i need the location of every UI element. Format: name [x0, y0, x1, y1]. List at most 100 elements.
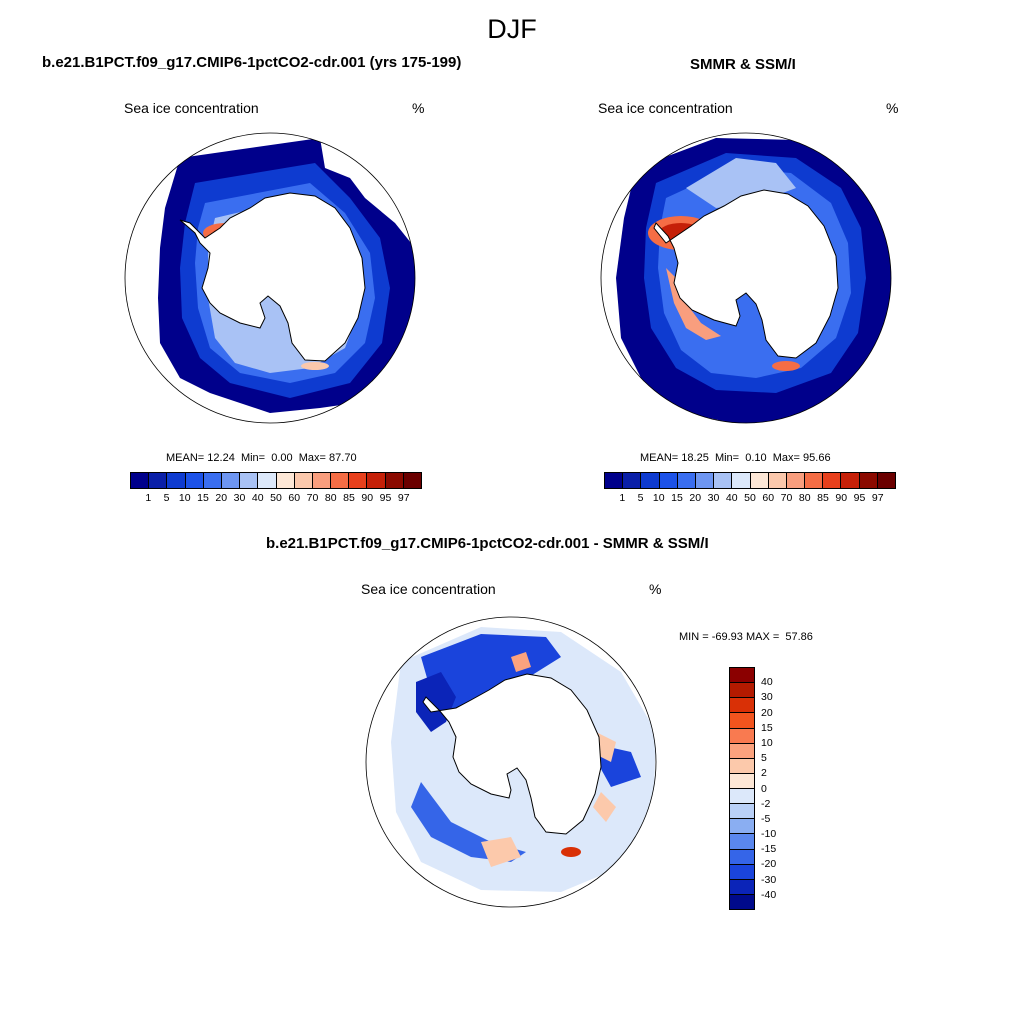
colorbar-swatch [730, 789, 754, 805]
max-label: Max= [298, 452, 326, 464]
colorbar-swatch [403, 473, 421, 488]
colorbar-swatch [730, 713, 754, 729]
panel-1-title: b.e21.B1PCT.f09_g17.CMIP6-1pctCO2-cdr.00… [42, 54, 462, 71]
colorbar-tick-label: 80 [324, 492, 337, 504]
colorbar-tick-label: 90 [361, 492, 374, 504]
min-value: 0.10 [745, 452, 767, 464]
panel-1-units-label: % [412, 100, 425, 116]
colorbar-swatch [823, 473, 842, 488]
diff-panel-minmax: MIN = -69.93 MAX = 57.86 [679, 631, 813, 643]
panel-2-stats: MEAN= 18.25 Min= 0.10 Max= 95.66 [640, 452, 831, 464]
panel-1-variable-label: Sea ice concentration [124, 100, 259, 116]
panel-2-title: SMMR & SSM/I [690, 56, 796, 73]
colorbar-tick-label: 40 [725, 492, 738, 504]
colorbar-tick-label: 1 [145, 492, 152, 504]
colorbar-swatch [203, 473, 222, 488]
colorbar-tick-label: 95 [853, 492, 866, 504]
colorbar-tick-label: -10 [761, 828, 777, 841]
colorbar-tick-label: 40 [251, 492, 264, 504]
panel-2-colorbar-ticks: 1 5 10 15 20 30 40 50 60 70 80 85 90 95 97 [604, 492, 896, 506]
panel-2-units-label: % [886, 100, 899, 116]
colorbar-tick-label: 30 [707, 492, 720, 504]
colorbar-swatch [258, 473, 277, 488]
colorbar-tick-label: -20 [761, 858, 777, 871]
colorbar-swatch [276, 473, 295, 488]
colorbar-swatch [185, 473, 204, 488]
colorbar-tick-label: 60 [288, 492, 301, 504]
colorbar-tick-label: 15 [671, 492, 683, 504]
colorbar-tick-label: 0 [761, 782, 767, 795]
colorbar-swatch [641, 473, 660, 488]
colorbar-tick-label: -5 [761, 812, 771, 825]
colorbar-swatch [149, 473, 168, 488]
colorbar-tick-label: 2 [761, 767, 767, 780]
mean-value: 18.25 [681, 452, 709, 464]
colorbar-tick-label: 5 [761, 752, 767, 765]
colorbar-swatch [294, 473, 313, 488]
colorbar-tick-label: 50 [270, 492, 282, 504]
diff-colorbar [729, 667, 755, 910]
figure-title: DJF [487, 14, 537, 44]
antarctica-continent [422, 673, 602, 835]
colorbar-tick-label: -2 [761, 797, 771, 810]
colorbar-tick-label: 5 [637, 492, 644, 504]
colorbar-tick-label: 95 [379, 492, 392, 504]
mean-value: 12.24 [207, 452, 235, 464]
mean-label: MEAN= [166, 452, 205, 464]
max-value: 87.70 [329, 452, 357, 464]
colorbar-swatch [730, 758, 754, 774]
colorbar-tick-label: 70 [780, 492, 793, 504]
colorbar-tick-label: 30 [233, 492, 246, 504]
colorbar-swatch [367, 473, 386, 488]
antarctica-continent [179, 192, 366, 362]
colorbar-tick-label: 20 [761, 706, 773, 719]
colorbar-swatch [805, 473, 824, 488]
colorbar-swatch [859, 473, 878, 488]
colorbar-swatch [312, 473, 332, 488]
diff-panel-polar-map [365, 616, 657, 908]
colorbar-swatch [730, 743, 754, 759]
colorbar-tick-label: 97 [397, 492, 410, 504]
colorbar-tick-label: 40 [761, 676, 773, 689]
colorbar-swatch [730, 668, 754, 684]
colorbar-swatch [841, 473, 860, 488]
diff-panel-units-label: % [649, 581, 662, 597]
colorbar-swatch [167, 473, 186, 488]
min-label: Min= [714, 452, 740, 464]
colorbar-tick-label: 85 [817, 492, 829, 504]
diff-colorbar-ticks: 40 30 20 15 10 5 2 0 -2 -5 -10 -15 -20 -30 -40 [761, 667, 801, 910]
colorbar-tick-label: 90 [835, 492, 848, 504]
colorbar-swatch [349, 473, 368, 488]
colorbar-tick-label: 10 [652, 492, 665, 504]
colorbar-swatch [750, 473, 769, 488]
panel-1-colorbar-ticks: 1 5 10 15 20 30 40 50 60 70 80 85 90 95 97 [130, 492, 422, 506]
colorbar-tick-label: 60 [762, 492, 775, 504]
colorbar-tick-label: -40 [761, 888, 777, 901]
colorbar-tick-label: 10 [178, 492, 191, 504]
colorbar-swatch [623, 473, 642, 488]
colorbar-tick-label: 20 [215, 492, 228, 504]
mean-label: MEAN= [640, 452, 679, 464]
colorbar-swatch [695, 473, 715, 488]
diff-panel-title: b.e21.B1PCT.f09_g17.CMIP6-1pctCO2-cdr.00… [266, 535, 709, 552]
colorbar-swatch [240, 473, 259, 488]
panel-2-polar-map [600, 132, 892, 424]
max-value: 95.66 [803, 452, 831, 464]
colorbar-swatch [714, 473, 733, 488]
colorbar-tick-label: 20 [689, 492, 702, 504]
panel-2-colorbar [604, 472, 896, 489]
colorbar-tick-label: 10 [761, 736, 773, 749]
colorbar-tick-label: 70 [306, 492, 319, 504]
colorbar-swatch [221, 473, 241, 488]
colorbar-swatch [131, 473, 150, 488]
colorbar-swatch [730, 804, 754, 820]
colorbar-swatch [677, 473, 696, 488]
diff-panel-variable-label: Sea ice concentration [361, 581, 496, 597]
colorbar-swatch [331, 473, 350, 488]
max-label: Max= [772, 452, 800, 464]
colorbar-swatch [768, 473, 787, 488]
colorbar-tick-label: 15 [197, 492, 209, 504]
colorbar-swatch [877, 473, 895, 488]
panel-1-stats: MEAN= 12.24 Min= 0.00 Max= 87.70 [166, 452, 357, 464]
colorbar-swatch [730, 698, 754, 714]
